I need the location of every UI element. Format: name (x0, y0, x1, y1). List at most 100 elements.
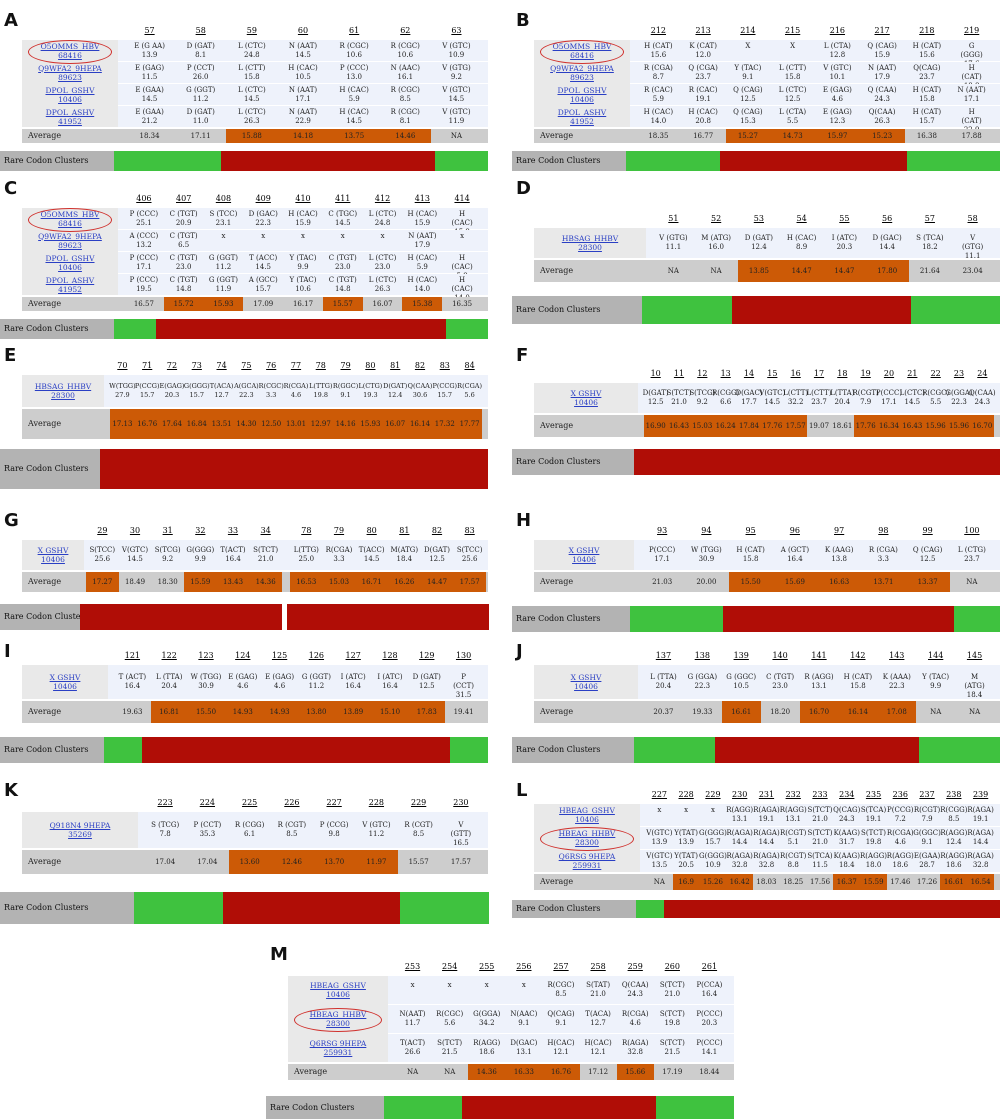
average-value: 21.03 (652, 577, 673, 586)
average-label: Average (28, 857, 62, 866)
position-number: 55 (839, 214, 850, 223)
average-value: 17.76 (855, 421, 876, 430)
average-value: 20.00 (696, 577, 717, 586)
average-value: 16.63 (829, 577, 850, 586)
codon-cell: S(TCC) 25.6 (89, 546, 116, 563)
panel-label: F (516, 345, 529, 366)
average-value: 17.04 (155, 857, 176, 866)
cluster-segment (287, 604, 319, 630)
codon-row (118, 230, 488, 251)
position-number: 16 (790, 369, 801, 378)
position-number: 34 (260, 526, 271, 535)
codon-cell: Q (CAA) 24.3 (867, 85, 897, 103)
cluster-segment (578, 1096, 618, 1119)
codon-cell: R (CGT) 8.5 (404, 821, 433, 838)
codon-cell: H(CAC) 12.1 (584, 1039, 612, 1056)
codon-cell: H (CAC) 14.5 (339, 107, 369, 125)
codon-cell: L(CTT) 32.2 (783, 389, 809, 406)
panel-label: G (4, 510, 19, 531)
codon-cell: V(GTC) 13.5 (646, 852, 673, 869)
panel-l: L 227 228 229 230 231 232 233 234 235 236 237 238 239… (512, 780, 1000, 932)
codon-row (638, 383, 1000, 413)
average-value: 15.69 (784, 577, 805, 586)
average-highlight (420, 572, 454, 592)
clusters-label: Rare Codon Clusters (512, 737, 634, 763)
cluster-segment (861, 606, 908, 632)
codon-cell: R(AGG) 18.6 (940, 852, 968, 869)
position-number: 129 (419, 651, 435, 660)
codon-cell: P (CCC) 17.1 (129, 253, 159, 271)
average-value: 17.08 (886, 707, 907, 716)
cluster-segment (888, 900, 917, 918)
average-highlight (877, 701, 917, 723)
cluster-segment (756, 737, 798, 763)
codon-cell: G(GGA) 22.3 (945, 389, 973, 406)
cluster-segment (707, 449, 733, 475)
average-value: 19.07 (808, 421, 830, 430)
codon-cell: W (TGG) 30.9 (190, 673, 222, 690)
codon-cell: L (CTT) 15.8 (238, 63, 266, 81)
cluster-segment (381, 151, 436, 171)
codon-cell: M (ATG) 18.4 (964, 673, 985, 699)
codon-cell: V (GTC) 10.9 (442, 41, 471, 59)
codon-cell: R(AGA) 32.8 (753, 852, 780, 869)
codon-cell: K (CAT) 12.0 (689, 41, 717, 59)
codon-cell: R(AGA) 32.8 (726, 852, 753, 869)
codon-row (388, 976, 734, 1004)
cluster-segment (953, 606, 1000, 632)
position-number: 33 (227, 526, 239, 535)
codon-cell: S(TCT) 21.0 (659, 981, 685, 998)
cluster-segment (411, 737, 451, 763)
cluster-segment (280, 319, 323, 339)
codon-cell: Y(TAT) 13.9 (674, 829, 698, 846)
codon-cell: P(CCG) 15.7 (134, 382, 160, 399)
sequence-name-column (534, 540, 634, 570)
position-number: 231 (758, 790, 775, 799)
average-highlight (209, 409, 234, 439)
codon-cell: R(CGC) 3.3 (258, 382, 284, 399)
codon-cell: S(TCT) 19.8 (861, 829, 887, 846)
position-number: 128 (382, 651, 398, 660)
cluster-segment (219, 737, 259, 763)
average-value: 17.57 (459, 577, 480, 586)
codon-cell: G(GGG) 10.9 (699, 852, 727, 869)
codon-cell: L (CTC) 14.5 (237, 85, 266, 103)
average-highlight (457, 409, 482, 439)
average-value: NA (966, 577, 978, 586)
average-highlight (714, 415, 738, 437)
average-value: 13.89 (343, 707, 364, 716)
cluster-segment (878, 449, 903, 475)
codon-cell: R(AGA) 14.4 (753, 829, 780, 846)
average-value: 15.57 (332, 299, 353, 308)
average-highlight (110, 409, 135, 439)
average-highlight (290, 572, 323, 592)
codon-cell: P (CCC) 25.1 (129, 209, 159, 227)
position-number: 230 (453, 798, 469, 807)
cluster-segment (776, 296, 822, 324)
codon-cell: L (CTG) 23.7 (957, 546, 986, 563)
codon-cell: S (TCC) 23.1 (209, 209, 238, 227)
codon-cell: N (AAT) 22.9 (288, 107, 318, 125)
codon-cell: S(TAT) 21.0 (586, 981, 611, 998)
cluster-segment (860, 900, 889, 918)
average-value: 18.03 (756, 877, 777, 886)
codon-cell: N (AAT) 17.9 (868, 63, 897, 81)
sequence-name: X GSHV 10406 (570, 389, 602, 407)
codon-cell: N (AAT) 17.9 (408, 231, 437, 249)
codon-cell: x (657, 806, 662, 814)
sequence-name: Q6RSG 9HEPA 259931 (309, 1039, 367, 1057)
sequence-name-column (22, 812, 138, 848)
codon-row (630, 106, 1000, 127)
position-number: 225 (241, 798, 258, 807)
average-value: 14.47 (426, 577, 448, 586)
position-number: 145 (966, 651, 983, 660)
codon-cell: R(CGC) 5.6 (436, 1010, 464, 1027)
codon-cell: S(TCT) 21.0 (807, 829, 833, 846)
codon-cell: P (CCG) 9.8 (319, 821, 349, 838)
cluster-segment (926, 449, 952, 475)
position-number: 230 (732, 790, 748, 799)
position-number: 257 (553, 962, 569, 971)
codon-cell: P(CCC) 17.1 (875, 389, 903, 406)
cluster-segment (955, 296, 1000, 324)
position-number: 215 (784, 26, 801, 35)
